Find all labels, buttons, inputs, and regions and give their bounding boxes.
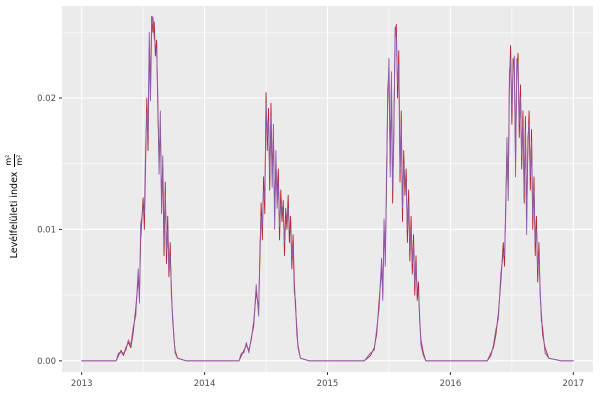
x-tick-label: 2014 [194, 379, 216, 389]
y-tick-label: 0.00 [37, 357, 56, 367]
y-axis-unit-denominator: m² [14, 154, 24, 166]
series-purple-line [81, 16, 574, 362]
x-tick-label: 2016 [440, 379, 462, 389]
y-axis-title-text: Levélfelületi index [8, 171, 20, 259]
x-tick-label: 2017 [563, 379, 585, 389]
x-tick-label: 2013 [71, 379, 93, 389]
y-tick-label: 0.01 [37, 225, 56, 235]
y-axis-unit-fraction: m² m² [4, 153, 24, 167]
x-tick-label: 2015 [317, 379, 339, 389]
y-tick-label: 0.02 [37, 94, 56, 104]
y-axis-title: Levélfelületi index m² m² [0, 96, 28, 316]
y-axis-unit-numerator: m² [4, 153, 15, 167]
